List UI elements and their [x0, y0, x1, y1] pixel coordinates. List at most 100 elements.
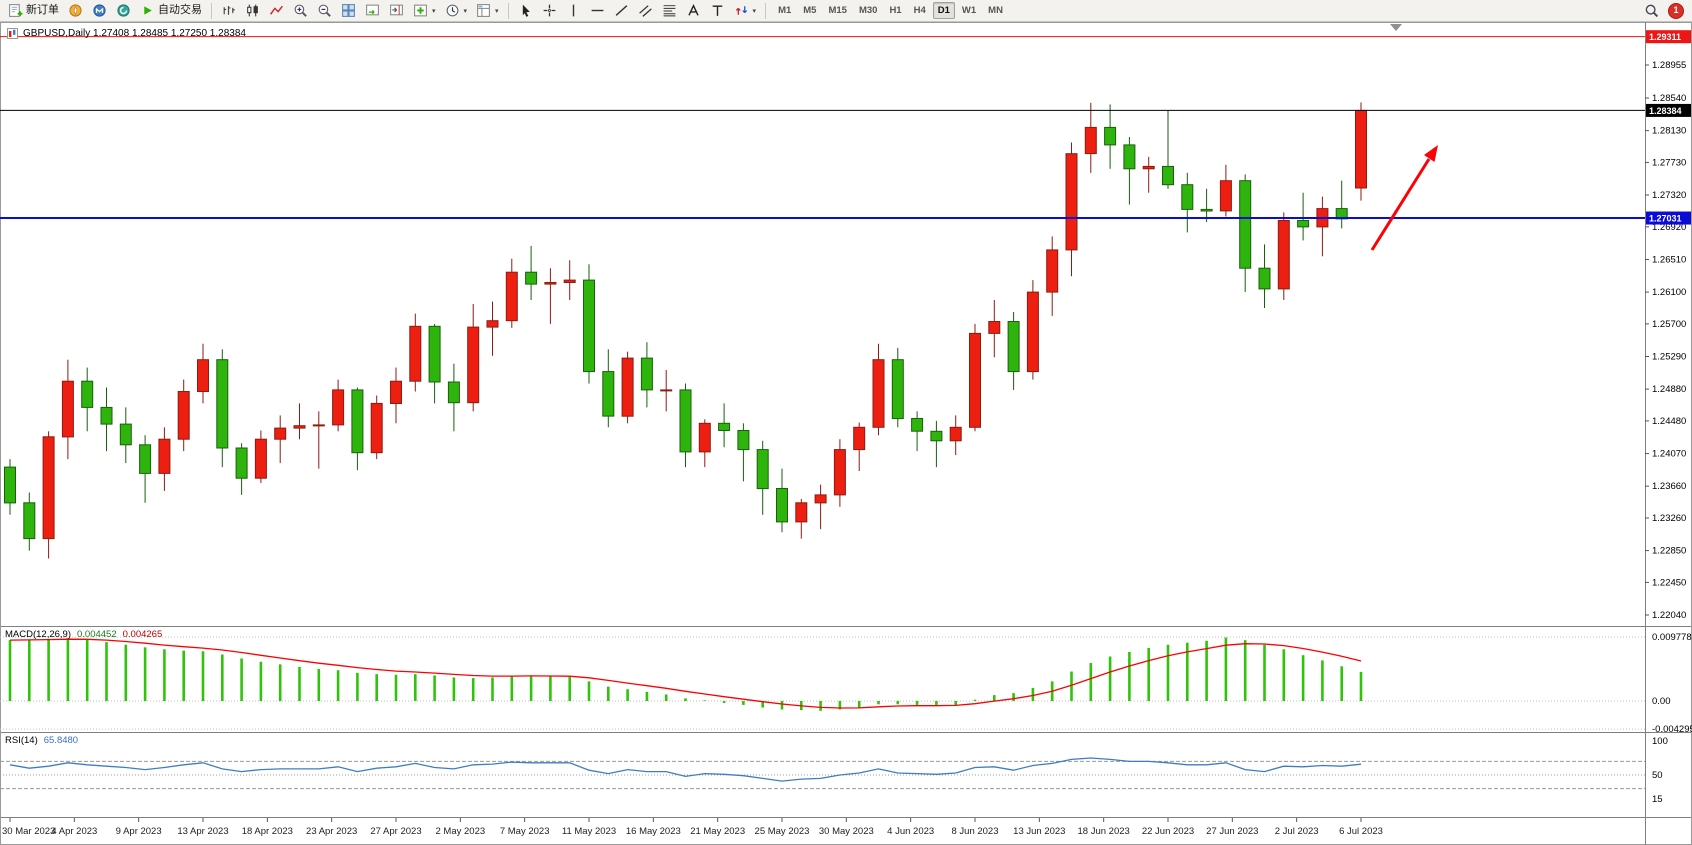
periods-button[interactable]: ▾ [441, 1, 472, 20]
templates-button[interactable]: ▾ [472, 1, 503, 20]
autotrading-label: 自动交易 [158, 4, 202, 16]
trendline-button[interactable] [610, 1, 633, 20]
candle-body [1142, 165, 1155, 170]
candle-body [544, 282, 557, 285]
date-label: 30 May 2023 [819, 826, 874, 837]
add-indicator-icon [414, 4, 427, 17]
line-chart-icon [270, 5, 283, 15]
candle-body [486, 320, 499, 328]
date-label: 8 Jun 2023 [951, 826, 998, 837]
date-label: 7 May 2023 [500, 826, 550, 837]
support-line-price-label: 1.27031 [1649, 214, 1682, 224]
candle-body [602, 371, 615, 417]
toolbar-separator [211, 2, 212, 19]
support-chat-button[interactable] [112, 1, 135, 20]
price-axis-label: 1.28955 [1652, 60, 1686, 71]
candle-body [42, 436, 55, 540]
trend-arrow[interactable] [1370, 158, 1431, 251]
bid-price-line-price-box [1646, 103, 1691, 117]
price-axis-label: 1.25700 [1652, 319, 1686, 330]
community-icon [93, 4, 106, 17]
fibonacci-button[interactable] [658, 1, 681, 20]
label-icon [712, 5, 722, 16]
mql5-community-button[interactable] [88, 1, 111, 20]
date-label: 4 Jun 2023 [887, 826, 934, 837]
date-label: 27 Apr 2023 [370, 826, 421, 837]
date-label: 13 Apr 2023 [177, 826, 228, 837]
timeframe-button-mn[interactable]: MN [983, 2, 1008, 19]
candle-body [640, 357, 653, 391]
timeframe-button-h1[interactable]: H1 [884, 2, 906, 19]
notifications-button[interactable]: 1 [1664, 1, 1688, 20]
timeframe-button-d1[interactable]: D1 [932, 2, 955, 19]
candle-body [61, 380, 74, 438]
tile-windows-icon [342, 4, 355, 17]
new-order-button[interactable]: 新订单 [4, 1, 63, 20]
date-label: 4 Apr 2023 [51, 826, 97, 837]
price-axis-label: 1.26920 [1652, 222, 1686, 233]
channel-icon [638, 5, 652, 17]
fibonacci-icon [663, 5, 675, 17]
candle-body [949, 426, 962, 442]
date-label: 16 May 2023 [626, 826, 681, 837]
candle-body [1200, 208, 1213, 212]
auto-scroll-button[interactable] [361, 1, 384, 20]
date-label: 2 Jul 2023 [1275, 826, 1319, 837]
candlestick-chart-button[interactable] [241, 1, 264, 20]
chart-shift-button[interactable] [385, 1, 408, 20]
new-order-icon [9, 4, 23, 17]
vertical-line-button[interactable] [562, 1, 585, 20]
cursor-icon [522, 4, 530, 17]
price-axis-label: 1.26510 [1652, 254, 1686, 265]
notification-badge: 1 [1668, 2, 1684, 19]
timeframe-button-m1[interactable]: M1 [773, 2, 796, 19]
crosshair-icon [543, 4, 555, 17]
price-axis-label: 1.27730 [1652, 157, 1686, 168]
channel-button[interactable] [634, 1, 657, 20]
timeframe-button-m5[interactable]: M5 [798, 2, 821, 19]
price-axis-label: 1.25290 [1652, 351, 1686, 362]
price-axis-label: 1.28130 [1652, 126, 1686, 137]
bar-chart-button[interactable] [217, 1, 240, 20]
candle-body [698, 422, 711, 453]
timeframe-button-m30[interactable]: M30 [854, 2, 882, 19]
candle-body [563, 279, 576, 284]
horizontal-line-button[interactable] [586, 1, 609, 20]
cursor-button[interactable] [514, 1, 537, 20]
dropdown-caret: ▾ [463, 7, 468, 15]
candle-body [833, 449, 846, 496]
line-chart-button[interactable] [265, 1, 288, 20]
date-label: 22 Jun 2023 [1142, 826, 1194, 837]
alert-line-price-box [1646, 30, 1691, 44]
zoom-out-button[interactable] [313, 1, 336, 20]
price-axis-label: 1.24070 [1652, 449, 1686, 460]
arrows-button[interactable]: ▾ [730, 1, 761, 20]
candle-body [467, 326, 480, 404]
mql5-market-button[interactable] [64, 1, 87, 20]
autotrading-button[interactable]: 自动交易 [136, 1, 206, 20]
text-button[interactable] [682, 1, 705, 20]
timeframe-button-w1[interactable]: W1 [957, 2, 981, 19]
label-button[interactable] [706, 1, 729, 20]
search-button[interactable] [1640, 1, 1663, 20]
candle-body [853, 426, 866, 451]
chart-shift-marker[interactable] [1390, 24, 1402, 31]
timeframe-button-h4[interactable]: H4 [909, 2, 931, 19]
candle-body [390, 380, 402, 405]
candle-body [1123, 144, 1136, 170]
timeframe-button-m15[interactable]: M15 [823, 2, 851, 19]
candle-body [409, 325, 422, 382]
candle-body [370, 402, 383, 454]
tile-windows-button[interactable] [337, 1, 360, 20]
candle-body [891, 359, 904, 420]
candle-body [1007, 321, 1020, 373]
indicators-button[interactable]: ▾ [409, 1, 440, 20]
macd-label: MACD(12,26,9) 0.004452 0.004265 [5, 629, 162, 640]
crosshair-button[interactable] [538, 1, 561, 20]
zoom-in-button[interactable] [289, 1, 312, 20]
candle-body [1084, 126, 1097, 155]
compass-icon [69, 4, 82, 17]
candle-body [756, 449, 769, 490]
